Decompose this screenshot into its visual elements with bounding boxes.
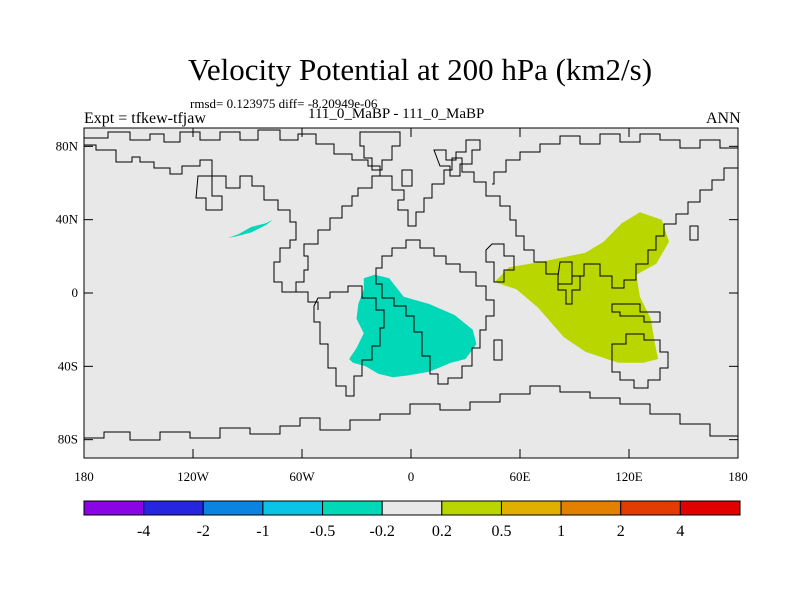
contour-regions xyxy=(227,212,669,378)
coastline-asia xyxy=(492,133,739,289)
experiment-label: Expt = tfkew-tfjaw xyxy=(84,110,206,127)
coastline-australia xyxy=(611,333,669,389)
stats-line: rmsd= 0.123975 diff= -8.20949e-06 xyxy=(190,96,378,111)
region-indian-west-pacific-positive xyxy=(494,212,669,363)
colorbar-box xyxy=(83,500,145,516)
coastline-europe xyxy=(380,157,492,227)
coastline-central-america xyxy=(296,291,319,310)
y-tick-label: 0 xyxy=(72,285,79,300)
coastline-maritime-continent xyxy=(611,303,661,323)
colorbar-box xyxy=(620,500,681,516)
coastline-antarctica xyxy=(84,385,738,441)
colorbar-box xyxy=(381,500,443,516)
coastlines xyxy=(84,129,739,441)
colorbar-label: -1 xyxy=(256,523,269,540)
colorbar-box xyxy=(441,500,502,516)
colorbar-box xyxy=(679,500,741,516)
colorbar-box xyxy=(322,500,383,516)
y-tick-label: 40N xyxy=(56,212,79,227)
coastline-british-isles xyxy=(401,169,413,187)
y-tick-label: 80N xyxy=(56,138,79,153)
x-tick-label: 60E xyxy=(510,469,531,484)
colorbar-label: -0.5 xyxy=(310,523,335,540)
colorbar-box xyxy=(202,500,264,516)
y-tick-label: 80S xyxy=(58,432,78,447)
x-tick-label: 0 xyxy=(408,469,415,484)
x-tick-label: 120E xyxy=(615,469,643,484)
coastline-japan xyxy=(689,225,699,241)
coastline-scandinavia xyxy=(433,139,481,177)
x-tick-label: 180 xyxy=(74,469,94,484)
x-tick-label: 180 xyxy=(728,469,748,484)
region-atlantic-africa-negative xyxy=(349,274,477,378)
x-axis-ticks: 180 120W 60W 0 60E 120E 180 xyxy=(74,128,748,484)
y-axis-ticks: 80N 40N 0 40S 80S xyxy=(56,138,738,447)
case-label: 111_0_MaBP - 111_0_MaBP xyxy=(308,106,485,122)
colorbar-box xyxy=(143,500,204,516)
plot-title: Velocity Potential at 200 hPa (km2/s) xyxy=(187,52,653,87)
colorbar-label: 0.5 xyxy=(491,523,511,540)
colorbar-label: 2 xyxy=(617,523,625,540)
colorbar-label: 0.2 xyxy=(432,523,452,540)
colorbar-label: -2 xyxy=(197,523,210,540)
coastline-north-america xyxy=(84,129,381,293)
region-north-pacific-negative xyxy=(227,219,273,238)
colorbar-box xyxy=(560,500,622,516)
coastline-greenland xyxy=(359,131,401,171)
season-label: ANN xyxy=(706,110,741,127)
colorbar-box xyxy=(500,500,562,516)
colorbar-boxes xyxy=(83,500,741,516)
colorbar-label: -0.2 xyxy=(370,523,395,540)
coastline-arabia xyxy=(485,243,515,283)
colorbar-label: 4 xyxy=(676,523,684,540)
y-tick-label: 40S xyxy=(58,358,78,373)
coastline-india xyxy=(557,261,581,305)
coastline-hudson xyxy=(195,175,223,211)
colorbar-labels: -4 -2 -1 -0.5 -0.2 0.2 0.5 1 2 4 xyxy=(137,523,684,540)
colorbar-label: 1 xyxy=(557,523,565,540)
coastline-south-america xyxy=(313,285,385,397)
coastline-africa xyxy=(375,239,495,385)
colorbar-label: -4 xyxy=(137,523,150,540)
colorbar-box xyxy=(262,500,324,516)
coastline-madagascar xyxy=(493,339,503,361)
x-tick-label: 120W xyxy=(177,469,210,484)
x-tick-label: 60W xyxy=(289,469,315,484)
